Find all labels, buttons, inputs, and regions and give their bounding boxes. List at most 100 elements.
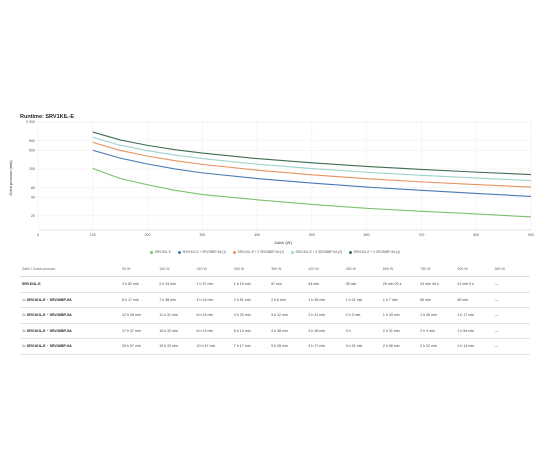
- table-cell: 4 h 14 min: [194, 292, 232, 308]
- runtime-chart: 0 100 200 300 400 500 600 700 800 900 2 000 800 500 2…: [8, 120, 534, 245]
- table-cell: 1 h 7 min: [380, 292, 419, 308]
- x-tick-label: 100: [90, 233, 96, 237]
- row-name: SRV1KIL-E: [26, 328, 46, 333]
- row-name: SRV1KIL-E: [26, 297, 46, 302]
- table-cell: 24 min 49 s: [418, 276, 456, 293]
- table-cell: 4 h 17 min: [306, 338, 344, 355]
- x-tick-label: 700: [418, 233, 424, 237]
- table-cell: 1 h 37 min: [194, 276, 232, 293]
- table-cell: 7 h 17 min: [231, 338, 270, 355]
- table-cell: 1 h 17 min: [455, 307, 493, 324]
- y-tick-label: 20: [31, 214, 35, 218]
- row-suffix: SRV36BP-9A: [49, 344, 72, 349]
- table-cell: 3 h: [343, 323, 381, 339]
- table-cell: 35 min: [343, 276, 381, 293]
- y-tick-label: 200: [29, 167, 35, 171]
- table-cell: 1 h 26 min: [418, 307, 456, 324]
- table-cell: 3 h 35 min: [306, 323, 344, 339]
- table-cell: —: [492, 323, 530, 339]
- table-cell: 1 h 19 min: [231, 276, 270, 293]
- table-cell: 3 h 12 min: [269, 307, 307, 324]
- table-cell: —: [492, 292, 530, 308]
- row-plus: +: [45, 328, 50, 333]
- table-cell: 3 h 52 min: [120, 276, 158, 293]
- y-tick-label: 80: [31, 186, 35, 190]
- table-cell: 2 h 34 min: [157, 276, 195, 293]
- series-line-1: [92, 167, 532, 218]
- table-row: 3x SRV1KIL-E + SRV36BP-9A 17 h 37 min 16 h…: [20, 323, 530, 339]
- legend-swatch: [233, 250, 237, 254]
- table-row: 2x SRV1KIL-E + SRV36BP-9A 12 h 28 min 11 h…: [20, 307, 530, 324]
- y-tick-label: 800: [29, 139, 35, 143]
- table-header-cell: 90 W: [120, 262, 158, 277]
- table-cell: 50 min: [455, 292, 493, 308]
- legend-item[interactable]: SRV1KIL-E + 2 SRV36BP-9A (2): [233, 250, 284, 254]
- table-cell: 6 h 24 min: [194, 307, 232, 324]
- series-line-4: [92, 136, 532, 182]
- row-prefix: 2x: [22, 313, 27, 318]
- table-cell: 1 h 39 min: [306, 292, 344, 308]
- table-cell: 4 h 20 min: [231, 307, 270, 324]
- table-cell: 2 h 51 min: [231, 292, 270, 308]
- y-tick-label: 2 000: [26, 120, 35, 124]
- table-header-cell: 750 W: [418, 262, 456, 277]
- table-cell: 4 h 38 min: [269, 323, 307, 339]
- table-cell: 56 min: [418, 292, 456, 308]
- table-cell: 7 h 38 min: [157, 292, 195, 308]
- table-cell: 11 h 31 min: [157, 307, 195, 324]
- table-cell: 12 h 28 min: [120, 307, 158, 324]
- table-cell: —: [492, 307, 530, 324]
- table-cell: —: [492, 276, 530, 293]
- row-name: SRV1KIL-E: [26, 313, 46, 318]
- table-cell: 5 h 28 min: [269, 338, 307, 355]
- y-tick-label: 50: [31, 195, 35, 199]
- row-name-cell: 4x SRV1KIL-E + SRV36BP-9A: [20, 338, 120, 355]
- table-cell: 2 h 3 min: [418, 323, 456, 339]
- table-cell: 57 min: [269, 276, 307, 293]
- chart-legend: SRV1KIL-E SRV1KIL-E + SRV36BP-9A (1) SRV…: [20, 250, 530, 254]
- legend-item[interactable]: SRV1KIL-E + 4 SRV36BP-9A (4): [348, 250, 400, 254]
- legend-swatch: [348, 250, 352, 254]
- x-tick-label: 500: [309, 233, 315, 237]
- y-tick-label: 500: [29, 148, 35, 152]
- table-cell: 2 h 22 min: [418, 338, 456, 355]
- runtime-table: Zatíž / Doba provozu 90 W 150 W 240 W 30…: [20, 262, 530, 355]
- legend-item[interactable]: SRV1KIL-E + 3 SRV36BP-9A (3): [291, 250, 342, 254]
- legend-label: SRV1KIL-E + 4 SRV36BP-9A (4): [353, 250, 400, 254]
- row-suffix: SRV36BP-9A: [49, 328, 72, 333]
- table-header-cell: 300 W: [231, 262, 270, 277]
- legend-label: SRV1KIL-E: [154, 250, 171, 254]
- x-tick-label: 400: [254, 233, 260, 237]
- row-name-cell: 1x SRV1KIL-E + SRV36BP-9A: [20, 292, 120, 308]
- legend-item[interactable]: SRV1KIL-E: [150, 250, 171, 254]
- row-name-cell: SRV1KIL-E: [20, 276, 120, 293]
- row-plus: +: [45, 313, 50, 318]
- x-tick-label: 200: [145, 233, 151, 237]
- table-cell: —: [492, 338, 530, 355]
- table-cell: 1 h 54 min: [455, 323, 493, 339]
- table-cell: 29 min 20 s: [380, 276, 419, 293]
- table-header-cell: 480 W: [343, 262, 381, 277]
- table-header-row: Zatíž / Doba provozu 90 W 150 W 240 W 30…: [20, 262, 530, 277]
- table-cell: 2 h 31 min: [380, 323, 419, 339]
- legend-swatch: [150, 250, 154, 254]
- table-cell: 2 h 14 min: [455, 338, 493, 355]
- table-cell: 2 h 6 min: [269, 292, 307, 308]
- table-cell: 44 min: [306, 276, 344, 293]
- table-cell: 2 h 56 min: [380, 338, 419, 355]
- row-name-cell: 3x SRV1KIL-E + SRV36BP-9A: [20, 323, 120, 339]
- legend-item[interactable]: SRV1KIL-E + SRV36BP-9A (1): [177, 250, 226, 254]
- x-axis-title: Zatíží (W): [274, 240, 292, 245]
- series-line-5: [92, 131, 532, 176]
- row-prefix: 1x: [22, 297, 27, 302]
- row-suffix: SRV36BP-9A: [49, 313, 72, 318]
- row-prefix: 4x: [22, 344, 27, 349]
- table-row: SRV1KIL-E 3 h 52 min 2 h 34 min 1 h 37 min 1…: [20, 276, 530, 293]
- series-line-3: [92, 141, 532, 188]
- table-cell: 16 h 20 min: [157, 323, 195, 339]
- row-name-cell: 2x SRV1KIL-E + SRV36BP-9A: [20, 307, 120, 324]
- table-cell: 21 min 9 s: [455, 276, 493, 293]
- table-header-cell: 420 W: [306, 262, 344, 277]
- row-name: SRV1KIL-E: [26, 344, 46, 349]
- table-cell: 2 h 31 min: [306, 307, 344, 324]
